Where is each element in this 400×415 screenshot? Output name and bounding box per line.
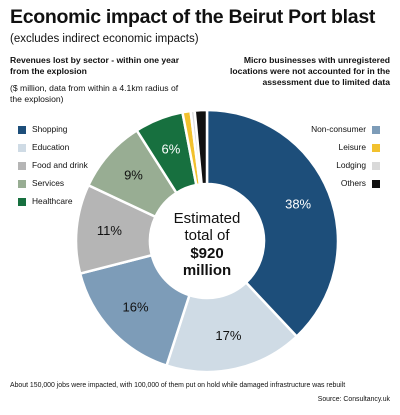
value-label: 6% <box>162 141 181 156</box>
legend-label: Non-consumer <box>311 124 366 134</box>
center-line: $920 <box>190 245 223 262</box>
legend-label: Leisure <box>339 142 367 152</box>
note: Revenues lost by sector - within one yea… <box>10 55 180 76</box>
legend-swatch <box>18 180 26 188</box>
donut-slice <box>205 108 340 339</box>
chart-subtitle: (excludes indirect economic impacts) <box>10 33 199 45</box>
value-label: 11% <box>97 223 122 238</box>
legend-swatch <box>18 126 26 134</box>
legend-label: Education <box>32 142 70 152</box>
value-label: 38% <box>285 196 311 211</box>
note-line: from the explosion <box>10 66 87 76</box>
value-label: 9% <box>124 168 143 183</box>
legend-label: Food and drink <box>32 160 89 170</box>
legend-swatch <box>18 162 26 170</box>
value-label: 17% <box>215 328 241 343</box>
value-label: 16% <box>123 300 149 315</box>
legend-swatch <box>372 126 380 134</box>
footnote: About 150,000 jobs were impacted, with 1… <box>10 382 345 389</box>
note: Micro businesses with unregistered locati… <box>230 55 390 87</box>
center-total: $920 million <box>183 245 231 279</box>
legend-label: Lodging <box>336 160 366 170</box>
legend-swatch <box>372 144 380 152</box>
legend-swatch <box>372 162 380 170</box>
center-label: Estimated total of <box>174 210 241 244</box>
note: ($ million, data from within a 4.1km rad… <box>10 83 179 104</box>
center-line: million <box>183 262 231 279</box>
legend-swatch <box>18 198 26 206</box>
legend-label: Shopping <box>32 124 68 134</box>
center-line: total of <box>184 227 230 244</box>
note-line: locations were not accounted for in the <box>230 66 390 76</box>
donut-slice <box>193 108 209 186</box>
legend-label: Others <box>341 178 366 188</box>
note-line: Revenues lost by sector - within one yea… <box>10 55 180 65</box>
legend-swatch <box>372 180 380 188</box>
note-line: assessment due to limited data <box>262 77 390 87</box>
note-line: Micro businesses with unregistered <box>244 55 390 65</box>
donut-slice <box>164 280 299 374</box>
legend-swatch <box>18 144 26 152</box>
note-line: the explosion) <box>10 94 64 104</box>
note-line: ($ million, data from within a 4.1km rad… <box>10 83 179 93</box>
source: Source: Consultancy.uk <box>318 396 391 403</box>
legend-label: Services <box>32 178 64 188</box>
chart-title: Economic impact of the Beirut Port blast <box>10 6 376 28</box>
center-line: Estimated <box>174 210 241 227</box>
legend-label: Healthcare <box>32 196 73 206</box>
